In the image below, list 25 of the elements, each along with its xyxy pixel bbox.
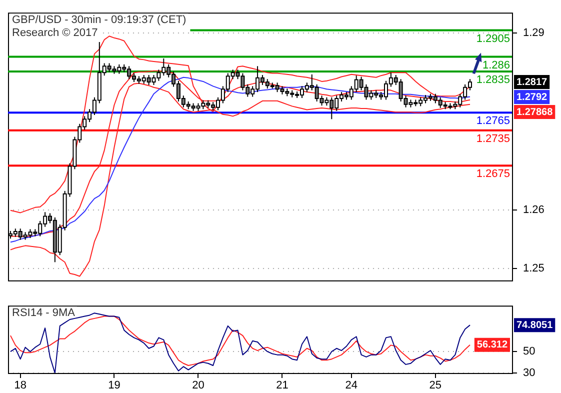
- ref-line-label: 1.2905: [476, 32, 510, 45]
- ref-line-label: 1.286: [482, 59, 510, 72]
- ref-line-label: 1.2835: [476, 74, 510, 86]
- x-tick-label: 18: [14, 380, 26, 392]
- annotation: 1.2792: [516, 92, 548, 103]
- annotation: 74.8051: [516, 320, 554, 331]
- x-tick-label: 19: [108, 380, 120, 392]
- x-tick-label: 20: [192, 380, 204, 392]
- y-tick-label: 1.29: [523, 27, 544, 40]
- chart-title: RSI14 - 9MA: [12, 307, 76, 320]
- ref-line-label: 1.2765: [476, 115, 510, 128]
- y-tick-label: 1.26: [523, 204, 544, 216]
- ref-line-label: 1.2675: [476, 168, 510, 180]
- y-tick-label: 50: [523, 346, 536, 358]
- text: Research © 2017: [12, 27, 98, 40]
- text: 1.27868: [516, 106, 554, 118]
- annotation: 1.2817: [516, 76, 548, 88]
- x-tick-label: 21: [276, 380, 288, 392]
- y-tick-label: 1.25: [523, 262, 544, 275]
- y-tick-label: 30: [523, 367, 536, 380]
- x-tick-label: 24: [345, 380, 358, 392]
- ref-line-label: 1.2735: [476, 132, 510, 145]
- x-tick-label: 25: [429, 380, 442, 392]
- chart-title: GBP/USD - 30min - 09:19:37 (CET): [12, 14, 186, 26]
- annotation: 56.312: [476, 340, 508, 351]
